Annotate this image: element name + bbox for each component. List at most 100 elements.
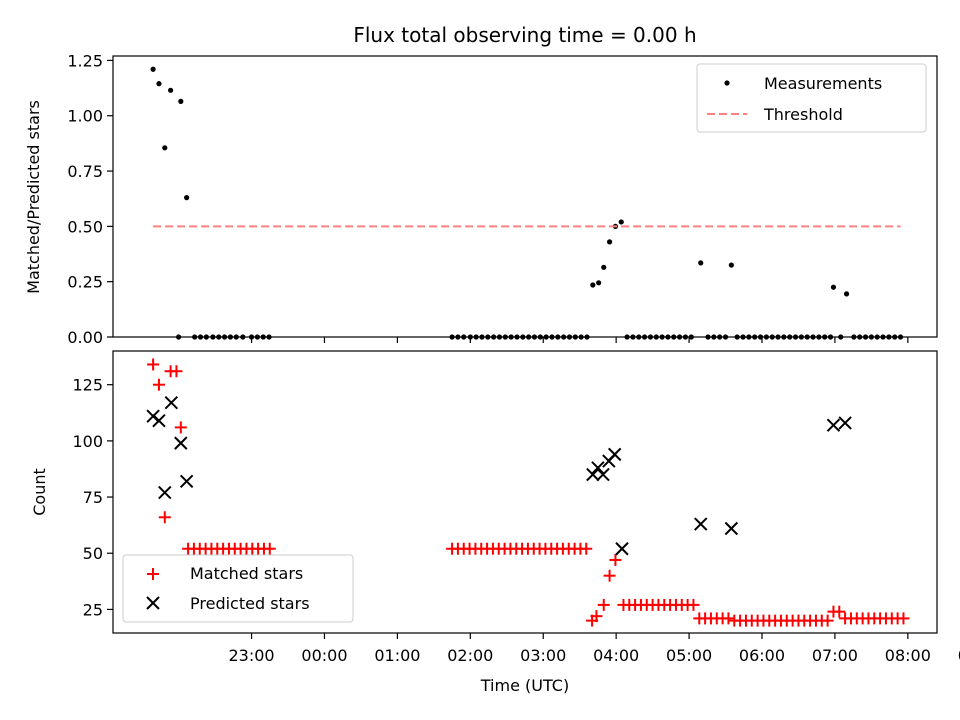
measurement-point bbox=[746, 334, 752, 340]
measurement-point bbox=[810, 334, 816, 340]
measurement-point bbox=[892, 334, 898, 340]
measurement-point bbox=[843, 291, 850, 297]
predicted-point bbox=[152, 413, 166, 428]
matched-point bbox=[821, 614, 834, 627]
measurement-point bbox=[479, 334, 485, 340]
x-tick-label: 06:00 bbox=[739, 646, 785, 665]
measurement-point bbox=[491, 334, 497, 340]
matched-point bbox=[597, 598, 610, 611]
measurement-point bbox=[857, 334, 863, 340]
measurement-point bbox=[514, 334, 520, 340]
measurement-point bbox=[216, 334, 222, 340]
x-tick-label: 07:00 bbox=[812, 646, 858, 665]
measurement-point bbox=[804, 334, 810, 340]
matched-point bbox=[158, 511, 171, 524]
measurement-point bbox=[722, 334, 729, 340]
measurement-point bbox=[647, 334, 654, 340]
measurement-point bbox=[221, 334, 228, 340]
x-tick-label: 08:00 bbox=[885, 646, 931, 665]
measurement-point bbox=[624, 334, 630, 340]
measurement-point bbox=[578, 334, 584, 340]
ratio-y-tick-label: 1.00 bbox=[67, 107, 103, 126]
measurement-point bbox=[676, 334, 683, 340]
predicted-point bbox=[615, 542, 629, 556]
matched-point bbox=[833, 605, 846, 618]
measurement-point bbox=[606, 239, 613, 245]
measurement-point bbox=[449, 334, 455, 340]
measurement-point bbox=[717, 334, 723, 340]
measurement-point bbox=[537, 334, 543, 340]
x-tick-label: 00:00 bbox=[301, 646, 347, 665]
legend-matched-label: Matched stars bbox=[190, 564, 303, 583]
ratio-y-tick-label: 1.25 bbox=[67, 51, 103, 70]
measurement-point bbox=[240, 334, 246, 340]
measurement-point bbox=[508, 334, 514, 340]
matched-point bbox=[897, 612, 910, 625]
count-y-ticks: 25 50 75 100 125 bbox=[72, 376, 113, 619]
measurement-point bbox=[572, 334, 578, 340]
measurement-point bbox=[838, 334, 844, 340]
count-plot-frame bbox=[112, 350, 938, 634]
predicted-point bbox=[607, 447, 622, 462]
measurement-point bbox=[473, 334, 479, 340]
matched-point bbox=[590, 610, 603, 623]
count-y-tick-label: 25 bbox=[83, 600, 103, 619]
ratio-legend: Measurements Threshold bbox=[696, 63, 927, 133]
ratio-series bbox=[150, 66, 904, 340]
predicted-point bbox=[586, 467, 600, 482]
measurement-point bbox=[590, 282, 596, 288]
x-tick-label: 23:00 bbox=[228, 646, 274, 665]
measurement-point bbox=[728, 262, 734, 268]
ratio-y-ticks: 0.00 0.25 0.50 0.75 1.00 1.25 bbox=[67, 51, 113, 347]
measurement-point bbox=[596, 280, 602, 286]
count-y-axis-label: Count bbox=[30, 468, 49, 516]
x-tick-label: 05:00 bbox=[666, 646, 712, 665]
measurement-point bbox=[549, 334, 555, 340]
predicted-point bbox=[164, 395, 179, 410]
measurement-point bbox=[227, 334, 234, 340]
measurement-point bbox=[162, 145, 168, 151]
chart-title: Flux total observing time = 0.00 h bbox=[353, 23, 696, 47]
predicted-point bbox=[174, 436, 188, 450]
count-y-tick-label: 75 bbox=[83, 488, 103, 507]
predicted-point bbox=[596, 467, 610, 482]
measurement-point bbox=[880, 334, 886, 340]
predicted-point bbox=[838, 416, 852, 430]
measurement-point bbox=[641, 334, 648, 340]
measurement-point bbox=[798, 334, 804, 340]
x-tick-label: 09:00 bbox=[958, 646, 960, 665]
measurement-point bbox=[555, 334, 561, 340]
measurement-point bbox=[792, 334, 799, 340]
measurement-point bbox=[862, 334, 869, 340]
predicted-point bbox=[826, 418, 841, 432]
measurement-point bbox=[168, 87, 174, 93]
count-y-tick-label: 125 bbox=[72, 376, 103, 395]
measurement-point bbox=[897, 334, 904, 340]
measurement-point bbox=[734, 334, 740, 340]
measurement-point bbox=[618, 219, 624, 225]
measurement-point bbox=[248, 334, 255, 340]
legend-predicted-x bbox=[146, 596, 160, 610]
x-axis-label: Time (UTC) bbox=[480, 676, 569, 695]
measurement-point bbox=[520, 334, 526, 340]
matched-point bbox=[263, 542, 276, 555]
measurement-point bbox=[787, 334, 793, 340]
legend-measurements-dot bbox=[724, 80, 730, 86]
measurement-point bbox=[461, 334, 467, 340]
predicted-point bbox=[158, 485, 172, 500]
matched-point bbox=[580, 542, 593, 555]
measurement-point bbox=[156, 81, 162, 87]
measurement-point bbox=[584, 334, 590, 340]
x-tick-label: 01:00 bbox=[374, 646, 420, 665]
measurement-point bbox=[775, 334, 781, 340]
measurement-point bbox=[822, 334, 828, 340]
ratio-y-tick-label: 0.00 bbox=[67, 328, 103, 347]
count-series bbox=[146, 358, 910, 627]
ratio-y-tick-label: 0.25 bbox=[67, 273, 103, 292]
x-tick-label: 03:00 bbox=[520, 646, 566, 665]
measurement-point bbox=[711, 334, 717, 340]
count-x-ticks: 23:00 00:00 01:00 02:00 03:00 04:00 05:00 06:00… bbox=[228, 633, 960, 665]
predicted-point bbox=[591, 461, 605, 475]
matched-point bbox=[152, 378, 165, 391]
